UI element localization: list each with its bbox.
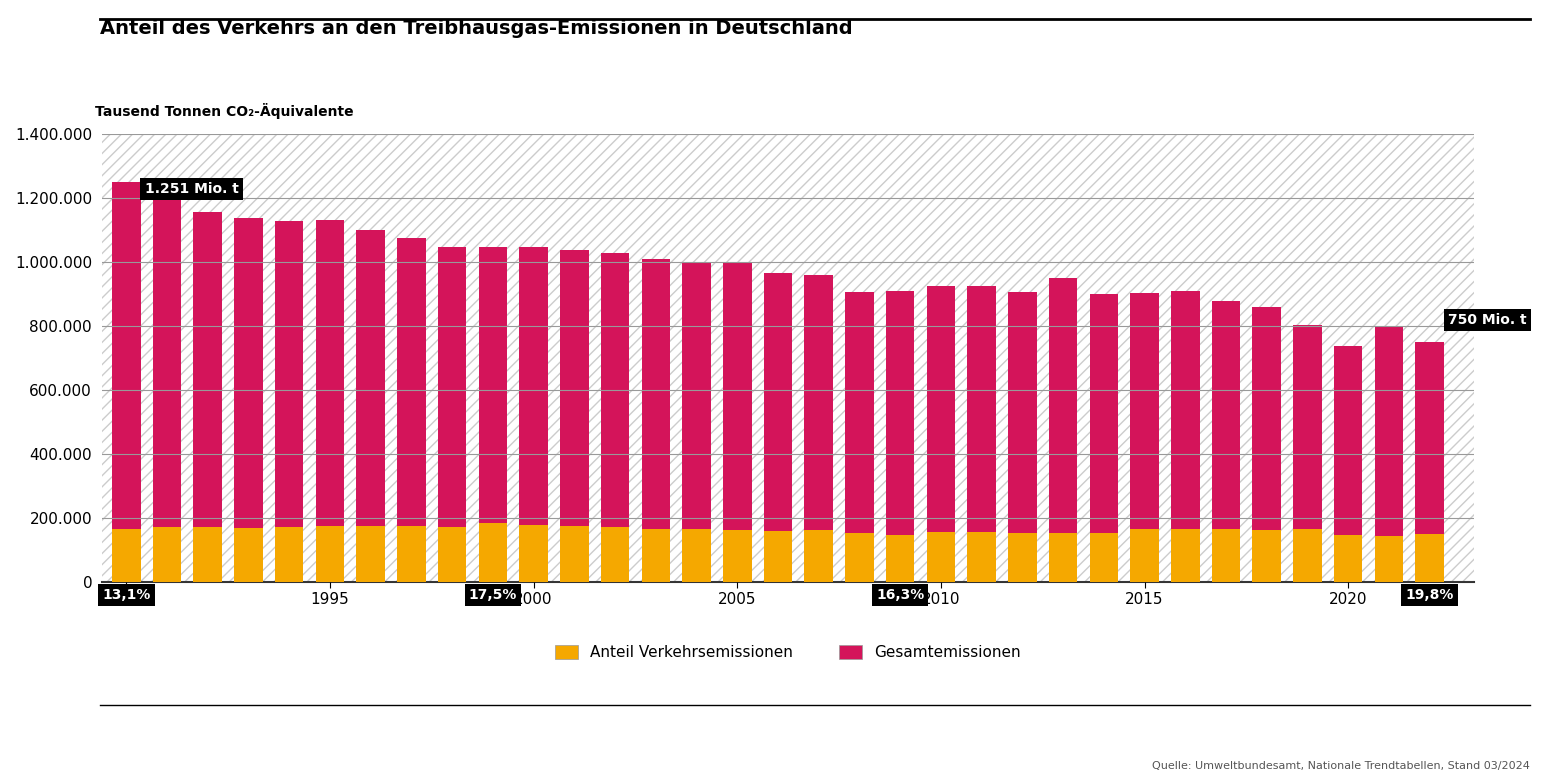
Text: Tausend Tonnen CO₂-Äquivalente: Tausend Tonnen CO₂-Äquivalente bbox=[94, 103, 354, 119]
Bar bbox=[1089, 533, 1119, 582]
Bar bbox=[601, 253, 629, 582]
Bar bbox=[1333, 346, 1363, 582]
Bar bbox=[1293, 325, 1321, 582]
Bar bbox=[315, 526, 345, 582]
Text: Anteil des Verkehrs an den Treibhausgas-Emissionen in Deutschland: Anteil des Verkehrs an den Treibhausgas-… bbox=[100, 19, 853, 39]
Bar bbox=[723, 262, 751, 582]
Text: 16,3%: 16,3% bbox=[876, 587, 924, 601]
Bar bbox=[845, 292, 873, 582]
Bar bbox=[1375, 536, 1403, 582]
Text: 17,5%: 17,5% bbox=[468, 587, 518, 601]
Bar bbox=[845, 532, 873, 582]
Bar bbox=[479, 247, 507, 582]
Bar bbox=[519, 525, 548, 582]
Legend: Anteil Verkehrsemissionen, Gesamtemissionen: Anteil Verkehrsemissionen, Gesamtemissio… bbox=[548, 639, 1027, 666]
Bar bbox=[641, 529, 671, 582]
Bar bbox=[153, 195, 181, 582]
Bar bbox=[113, 529, 141, 582]
Bar bbox=[1171, 529, 1199, 582]
Bar bbox=[1007, 533, 1037, 582]
Bar bbox=[967, 532, 997, 582]
Bar bbox=[763, 274, 793, 582]
Bar bbox=[1253, 307, 1281, 582]
Text: Quelle: Umweltbundesamt, Nationale Trendtabellen, Stand 03/2024: Quelle: Umweltbundesamt, Nationale Trend… bbox=[1151, 761, 1530, 771]
Bar bbox=[1415, 535, 1445, 582]
Bar bbox=[153, 526, 181, 582]
Bar bbox=[805, 275, 833, 582]
Bar bbox=[397, 526, 426, 582]
Bar bbox=[885, 291, 915, 582]
Bar bbox=[1211, 529, 1241, 582]
Bar bbox=[193, 527, 222, 582]
Bar bbox=[1333, 535, 1363, 582]
Bar bbox=[1131, 293, 1159, 582]
Bar bbox=[683, 263, 711, 582]
Bar bbox=[1131, 529, 1159, 582]
Bar bbox=[275, 221, 303, 582]
Bar bbox=[235, 218, 263, 582]
Bar bbox=[967, 287, 997, 582]
Bar bbox=[927, 532, 955, 582]
Bar bbox=[437, 246, 467, 582]
Bar bbox=[561, 250, 589, 582]
Bar bbox=[805, 530, 833, 582]
Bar bbox=[193, 212, 222, 582]
Bar bbox=[1171, 291, 1199, 582]
Bar bbox=[927, 286, 955, 582]
Bar bbox=[723, 530, 751, 582]
Bar bbox=[1375, 326, 1403, 582]
Bar bbox=[397, 238, 426, 582]
Bar bbox=[275, 527, 303, 582]
Text: 13,1%: 13,1% bbox=[102, 587, 150, 601]
Bar bbox=[885, 535, 915, 582]
Bar bbox=[1253, 530, 1281, 582]
Bar bbox=[561, 525, 589, 582]
Bar bbox=[519, 246, 548, 582]
Bar bbox=[1089, 294, 1119, 582]
Bar bbox=[1049, 533, 1077, 582]
Bar bbox=[1293, 529, 1321, 582]
Bar bbox=[641, 259, 671, 582]
Bar bbox=[1007, 292, 1037, 582]
Bar bbox=[113, 182, 141, 582]
Bar bbox=[315, 220, 345, 582]
Bar bbox=[479, 523, 507, 582]
Bar bbox=[437, 527, 467, 582]
Bar bbox=[1415, 342, 1445, 582]
Text: 750 Mio. t: 750 Mio. t bbox=[1448, 313, 1526, 327]
Bar bbox=[683, 529, 711, 582]
Bar bbox=[357, 230, 385, 582]
Text: 19,8%: 19,8% bbox=[1406, 587, 1454, 601]
Bar bbox=[1049, 278, 1077, 582]
Bar bbox=[235, 528, 263, 582]
Text: 1.251 Mio. t: 1.251 Mio. t bbox=[145, 182, 238, 196]
Bar bbox=[763, 531, 793, 582]
Bar bbox=[357, 526, 385, 582]
Bar bbox=[1211, 301, 1241, 582]
Bar bbox=[601, 527, 629, 582]
